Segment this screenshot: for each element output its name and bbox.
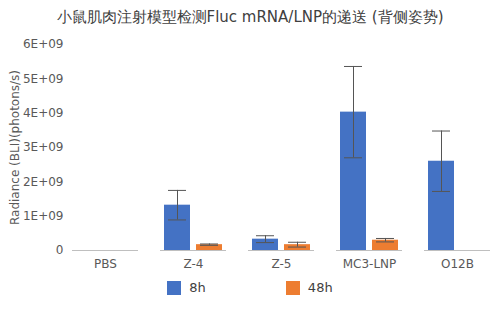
svg-text:PBS: PBS [94, 257, 117, 271]
svg-text:O12B: O12B [441, 257, 474, 271]
svg-text:0: 0 [56, 243, 64, 257]
html-text:8h: 8h [189, 280, 206, 295]
svg-text:Z-4: Z-4 [184, 257, 204, 271]
svg-text:4E+09: 4E+09 [23, 106, 64, 120]
svg-text:1E+09: 1E+09 [23, 209, 64, 223]
svg-text:6E+09: 6E+09 [23, 37, 64, 51]
svg-text:Z-5: Z-5 [272, 257, 292, 271]
html-text:48h: 48h [307, 280, 333, 295]
svg-text:Radiance (BLI)(photons/s): Radiance (BLI)(photons/s) [8, 70, 22, 225]
svg-text:3E+09: 3E+09 [23, 140, 64, 154]
svg-text:5E+09: 5E+09 [23, 72, 64, 86]
svg-text:MC3-LNP: MC3-LNP [343, 257, 397, 271]
html-text:小鼠肌肉注射模型检测Fluc mRNA/LNP的递送 (背侧: 小鼠肌肉注射模型检测Fluc mRNA/LNP的递送 (背侧姿势) [56, 8, 444, 26]
svg-text:2E+09: 2E+09 [23, 175, 64, 189]
